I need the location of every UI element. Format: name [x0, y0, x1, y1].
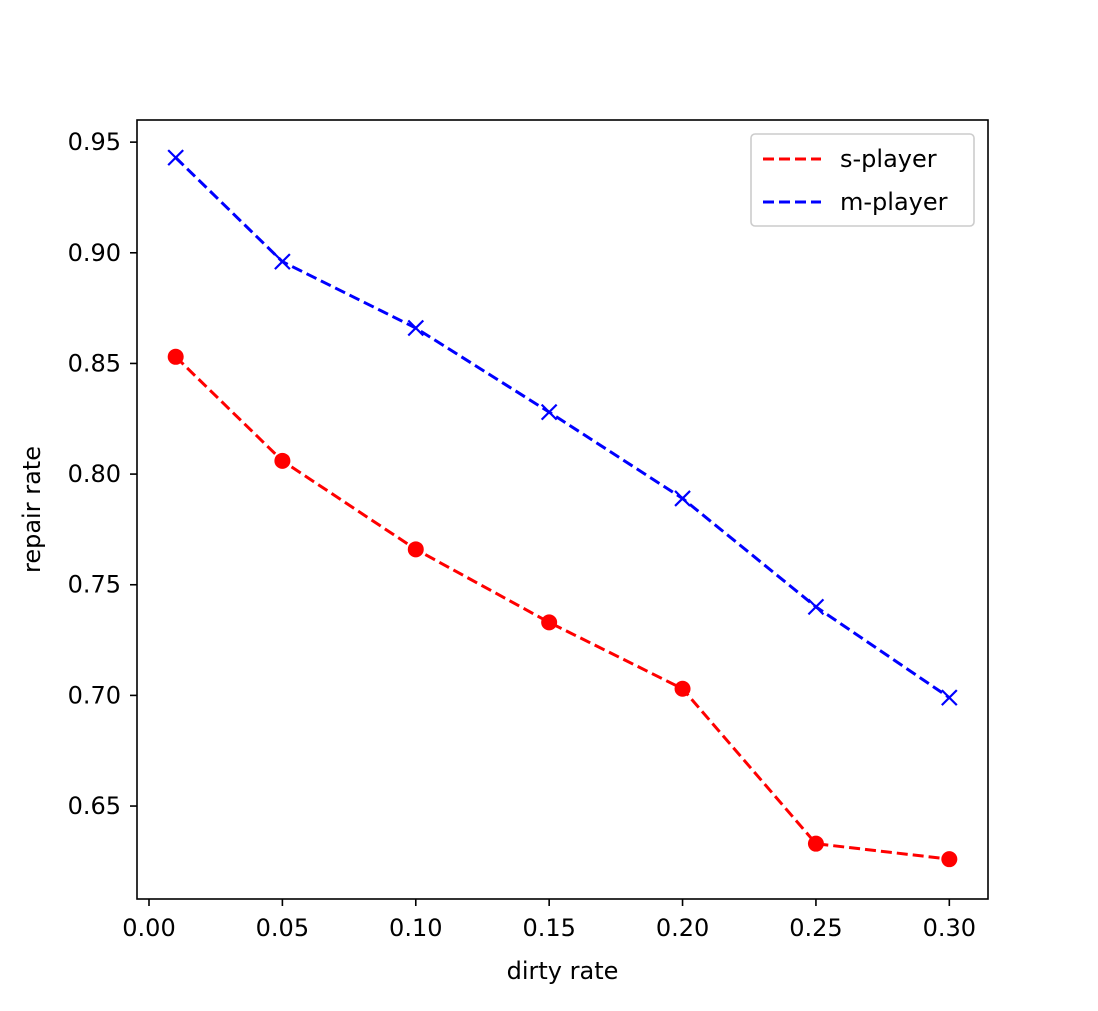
data-point-m-player [407, 319, 425, 337]
legend-box [750, 133, 975, 227]
axes-frame [136, 119, 989, 900]
data-point-m-player [274, 253, 291, 270]
marker-stroke [807, 598, 825, 616]
y-tick-label: 0.90 [68, 239, 121, 267]
y-tick-label: 0.75 [68, 571, 121, 599]
marker-stroke [274, 253, 291, 270]
legend: s-player m-player [750, 133, 975, 227]
marker-stroke [540, 403, 558, 421]
y-axis-title: repair rate [18, 446, 46, 573]
legend-label-s-player: s-player [840, 145, 937, 173]
legend-label-m-player: m-player [840, 188, 948, 216]
y-tick-label: 0.95 [68, 128, 121, 156]
marker-stroke [167, 149, 184, 166]
data-point-s-player [541, 614, 558, 631]
x-tick-label: 0.15 [522, 914, 575, 942]
data-point-s-player [807, 835, 824, 852]
data-point-m-player [674, 490, 691, 507]
data-point-s-player [167, 348, 184, 365]
data-point-m-player [540, 403, 558, 421]
y-tick-label: 0.65 [68, 792, 121, 820]
plot-area [167, 149, 958, 868]
data-point-m-player [167, 149, 184, 166]
data-point-s-player [941, 851, 958, 868]
x-axis-title: dirty rate [507, 957, 619, 985]
data-point-s-player [674, 680, 691, 697]
x-tick-label: 0.20 [656, 914, 709, 942]
data-point-s-player [274, 452, 291, 469]
marker-stroke [941, 689, 958, 706]
data-point-s-player [407, 541, 424, 558]
x-tick-label: 0.10 [389, 914, 442, 942]
marker-stroke [674, 490, 691, 507]
y-tick-label: 0.70 [68, 681, 121, 709]
x-tick-label: 0.25 [789, 914, 842, 942]
y-tick-label: 0.80 [68, 460, 121, 488]
x-tick-label: 0.00 [122, 914, 175, 942]
x-tick-label: 0.05 [256, 914, 309, 942]
data-point-m-player [941, 689, 958, 706]
axes: 0.00 0.05 0.10 0.15 0.20 0.25 0.30 0.65 0.70 0.75… [18, 119, 989, 985]
marker-stroke [407, 319, 425, 337]
data-point-m-player [807, 598, 825, 616]
x-tick-label: 0.30 [923, 914, 976, 942]
y-tick-label: 0.85 [68, 349, 121, 377]
